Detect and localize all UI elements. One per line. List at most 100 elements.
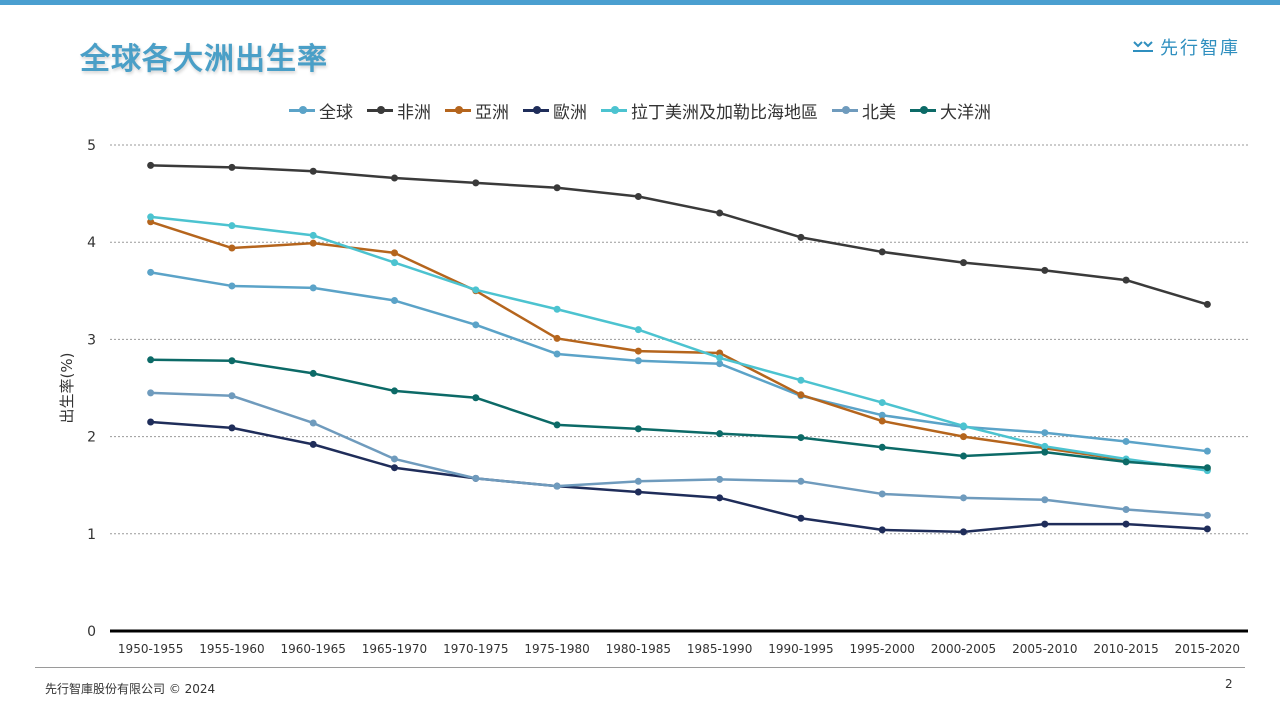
legend-item: 亞洲 [445,98,509,123]
data-point [797,514,805,522]
data-point [960,494,967,502]
data-point [797,477,805,485]
data-point [309,239,317,247]
data-point [309,419,317,427]
data-point [716,475,724,483]
data-point [553,421,561,429]
y-tick-label: 0 [87,624,96,640]
data-point [228,392,236,400]
data-point [309,167,317,175]
data-point [634,477,642,485]
data-point [147,268,155,276]
x-tick-label: 2010-2015 [1093,642,1158,656]
legend-swatch [832,106,858,114]
series-line [150,420,1208,534]
x-tick-label: 1970-1975 [443,642,508,656]
data-point [309,231,317,239]
data-point [878,490,886,498]
x-tick-label: 1975-1980 [524,642,589,656]
data-point [1122,276,1130,284]
data-point [391,174,398,182]
data-point [878,443,886,451]
series-line [150,271,1208,453]
data-point [147,218,155,226]
data-point [716,494,724,502]
data-point [1203,447,1211,455]
data-point [472,474,480,482]
data-point [472,394,480,402]
data-point [1203,511,1211,519]
data-point [391,297,398,305]
data-point [634,425,642,433]
data-point [960,528,967,536]
data-point [1041,266,1049,274]
data-point [553,184,561,192]
data-point [960,259,967,267]
data-point [1041,520,1049,528]
data-point [228,424,236,432]
data-point [309,369,317,377]
data-point [1041,448,1049,456]
data-point [553,350,561,358]
legend-swatch [289,106,315,114]
data-point [960,422,967,430]
data-point [1122,506,1130,513]
data-point [309,284,317,292]
data-point [1203,464,1211,472]
data-point [147,356,155,364]
data-point [1041,429,1049,437]
x-tick-label: 2000-2005 [931,642,996,656]
data-point [147,213,155,221]
data-point [716,430,724,438]
data-point [797,233,805,241]
data-point [147,389,155,397]
data-point [878,411,886,419]
x-tick-label: 1985-1990 [687,642,752,656]
x-tick-label: 1965-1970 [362,642,427,656]
data-point [553,305,561,313]
data-point [228,163,236,171]
legend-label: 非洲 [397,103,431,123]
legend-label: 拉丁美洲及加勒比海地區 [631,103,818,123]
legend-swatch [523,106,549,114]
data-point [553,334,561,342]
data-point [878,417,886,425]
page-title: 全球各大洲出生率 [80,42,328,77]
x-tick-label: 1995-2000 [850,642,915,656]
data-point [797,434,805,442]
data-point [1122,458,1130,466]
data-point [553,482,561,490]
brand-logo: 先行智庫 [1132,34,1240,60]
data-point [1041,496,1049,504]
series-line [150,215,1208,472]
page-number: 2 [1225,677,1233,691]
data-point [1203,300,1211,308]
data-point [960,452,967,460]
legend-label: 亞洲 [475,103,509,123]
data-point [147,418,155,426]
legend-swatch [910,106,936,114]
top-accent-bar [0,0,1280,5]
data-point [797,376,805,384]
legend-item: 拉丁美洲及加勒比海地區 [601,98,818,123]
data-point [634,326,642,334]
data-point [1041,442,1049,450]
data-point [634,488,642,496]
data-point [634,193,642,201]
x-tick-label: 1950-1955 [118,642,183,656]
data-point [472,286,480,294]
x-tick-label: 2015-2020 [1175,642,1240,656]
data-point [878,248,886,256]
logo-text: 先行智庫 [1160,38,1240,59]
data-point [391,464,398,472]
legend-swatch [367,106,393,114]
data-point [797,391,805,399]
footer-company: 先行智庫股份有限公司 © 2024 [45,682,216,696]
data-point [309,440,317,448]
legend-label: 全球 [319,103,353,123]
y-axis-label: 出生率(%) [58,353,76,424]
data-point [1122,437,1130,445]
chart-legend: 全球 非洲 亞洲 歐洲 拉丁美洲及加勒比海地區 北美 大洋洲 [0,98,1280,123]
data-point [634,357,642,365]
